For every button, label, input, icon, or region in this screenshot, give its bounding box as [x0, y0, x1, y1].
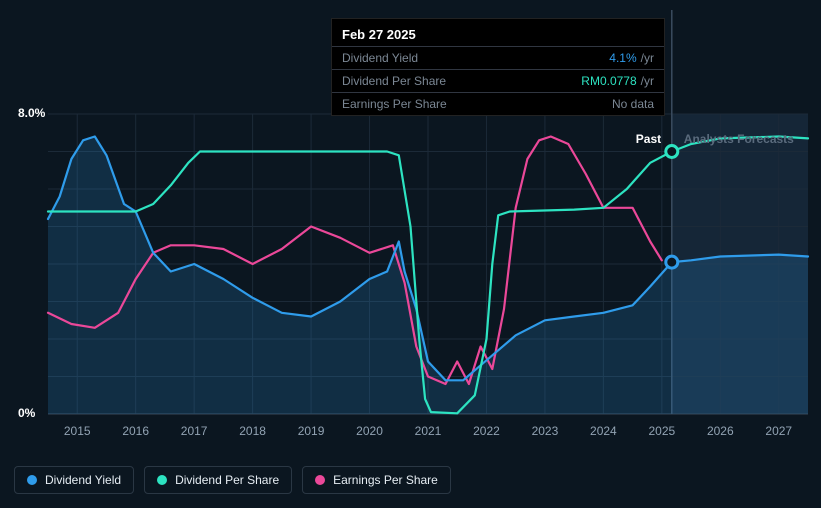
past-label: Past: [636, 132, 661, 146]
x-axis-year: 2026: [707, 424, 734, 438]
legend-dot-icon: [315, 475, 325, 485]
x-axis-year: 2015: [64, 424, 91, 438]
tooltip-key: Dividend Per Share: [342, 74, 446, 88]
forecast-label: Analysts Forecasts: [684, 132, 794, 146]
legend-label: Dividend Per Share: [175, 473, 279, 487]
x-axis-year: 2021: [415, 424, 442, 438]
chart-legend: Dividend Yield Dividend Per Share Earnings…: [14, 466, 451, 494]
legend-label: Dividend Yield: [45, 473, 121, 487]
x-axis-year: 2017: [181, 424, 208, 438]
legend-dot-icon: [27, 475, 37, 485]
x-axis-year: 2019: [298, 424, 325, 438]
chart-tooltip: Feb 27 2025 Dividend Yield4.1%/yrDividen…: [331, 18, 665, 116]
x-axis-year: 2020: [356, 424, 383, 438]
y-axis-max-label: 8.0%: [18, 106, 45, 120]
tooltip-key: Earnings Per Share: [342, 97, 447, 111]
tooltip-unit: /yr: [641, 51, 654, 65]
tooltip-row: Dividend Per Share RM0.0778/yr: [332, 69, 664, 92]
x-axis-year: 2016: [122, 424, 149, 438]
dividend-chart: 8.0% 0% 2015 2016 2017 2018 2019 2020 2021 2022…: [0, 0, 821, 508]
x-axis-year: 2027: [765, 424, 792, 438]
legend-item[interactable]: Earnings Per Share: [302, 466, 451, 494]
tooltip-value: 4.1%: [609, 51, 636, 65]
x-axis-year: 2022: [473, 424, 500, 438]
x-axis-year: 2025: [648, 424, 675, 438]
tooltip-row: Dividend Yield 4.1% /yr: [332, 46, 664, 69]
legend-item[interactable]: Dividend Per Share: [144, 466, 292, 494]
x-axis-year: 2018: [239, 424, 266, 438]
tooltip-unit: /yr: [641, 74, 654, 88]
tooltip-date: Feb 27 2025: [332, 19, 664, 46]
tooltip-value: No data: [612, 97, 654, 111]
legend-item[interactable]: Dividend Yield: [14, 466, 134, 494]
tooltip-key: Dividend Yield: [342, 51, 418, 65]
x-axis-year: 2024: [590, 424, 617, 438]
x-axis-year: 2023: [532, 424, 559, 438]
tooltip-row: Earnings Per Share No data: [332, 92, 664, 115]
legend-label: Earnings Per Share: [333, 473, 438, 487]
legend-dot-icon: [157, 475, 167, 485]
y-axis-min-label: 0%: [18, 406, 35, 420]
tooltip-value: RM0.0778: [581, 74, 636, 88]
